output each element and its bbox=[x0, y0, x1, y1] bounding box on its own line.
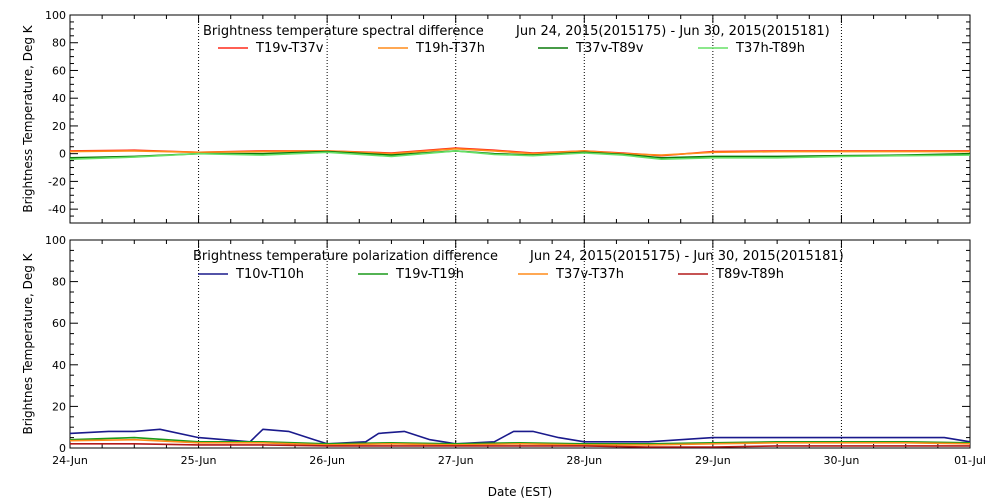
legend-label: T19h-T37h bbox=[415, 41, 485, 56]
y-axis-title: Brightnes Temperature, Deg K bbox=[21, 252, 35, 434]
x-tick-label: 01-Jul bbox=[954, 454, 986, 467]
x-tick-label: 24-Jun bbox=[52, 454, 88, 467]
y-tick-label: 0 bbox=[59, 442, 66, 455]
y-tick-label: 100 bbox=[45, 234, 66, 247]
series-line bbox=[69, 438, 971, 446]
y-axis-title: Brightness Temperature, Deg K bbox=[21, 24, 35, 212]
y-tick-label: 60 bbox=[52, 317, 66, 330]
chart-title: Brightness temperature polarization diff… bbox=[193, 249, 498, 264]
legend-label: T37h-T89h bbox=[735, 41, 805, 56]
y-tick-label: 60 bbox=[52, 64, 66, 77]
y-tick-label: 100 bbox=[45, 9, 66, 22]
series-line bbox=[69, 436, 971, 445]
series-line bbox=[70, 442, 970, 448]
y-tick-label: 80 bbox=[52, 276, 66, 289]
legend-label: T37v-T37h bbox=[555, 267, 624, 282]
x-tick-label: 29-Jun bbox=[695, 454, 731, 467]
date-range: Jun 24, 2015(2015175) - Jun 30, 2015(201… bbox=[529, 249, 844, 264]
chart-title: Brightness temperature spectral differen… bbox=[203, 24, 484, 39]
y-tick-label: -40 bbox=[48, 203, 66, 216]
y-tick-label: 20 bbox=[52, 400, 66, 413]
x-tick-label: 27-Jun bbox=[438, 454, 474, 467]
date-range: Jun 24, 2015(2015175) - Jun 30, 2015(201… bbox=[515, 24, 830, 39]
x-tick-label: 28-Jun bbox=[566, 454, 602, 467]
legend-label: T19v-T37v bbox=[255, 41, 324, 56]
series-line bbox=[69, 150, 971, 160]
y-tick-label: 40 bbox=[52, 92, 66, 105]
x-axis-title: Date (EST) bbox=[488, 485, 552, 499]
y-tick-label: -20 bbox=[48, 175, 66, 188]
plot-frame bbox=[69, 239, 971, 449]
legend-label: T10v-T10h bbox=[235, 267, 304, 282]
series-line bbox=[69, 148, 970, 156]
y-tick-label: 20 bbox=[52, 120, 66, 133]
plot-frame bbox=[69, 14, 971, 224]
legend-label: T37v-T89v bbox=[575, 41, 644, 56]
spectral-difference-panel: -40 -20 0 20 40 60 80 100 Brightness temperature… bbox=[21, 9, 971, 224]
polarization-difference-panel: 0 20 40 60 80 100 24-Jun 25-Jun 26-Jun 27-Jun 28-J… bbox=[21, 234, 986, 499]
legend-label: T89v-T89h bbox=[715, 267, 784, 282]
y-tick-label: 40 bbox=[52, 359, 66, 372]
x-tick-label: 26-Jun bbox=[309, 454, 345, 467]
x-tick-label: 30-Jun bbox=[824, 454, 860, 467]
y-tick-label: 0 bbox=[59, 148, 66, 161]
x-tick-label: 25-Jun bbox=[181, 454, 217, 467]
series-line bbox=[69, 428, 971, 445]
legend-label: T19v-T19h bbox=[395, 267, 464, 282]
y-tick-label: 80 bbox=[52, 37, 66, 50]
